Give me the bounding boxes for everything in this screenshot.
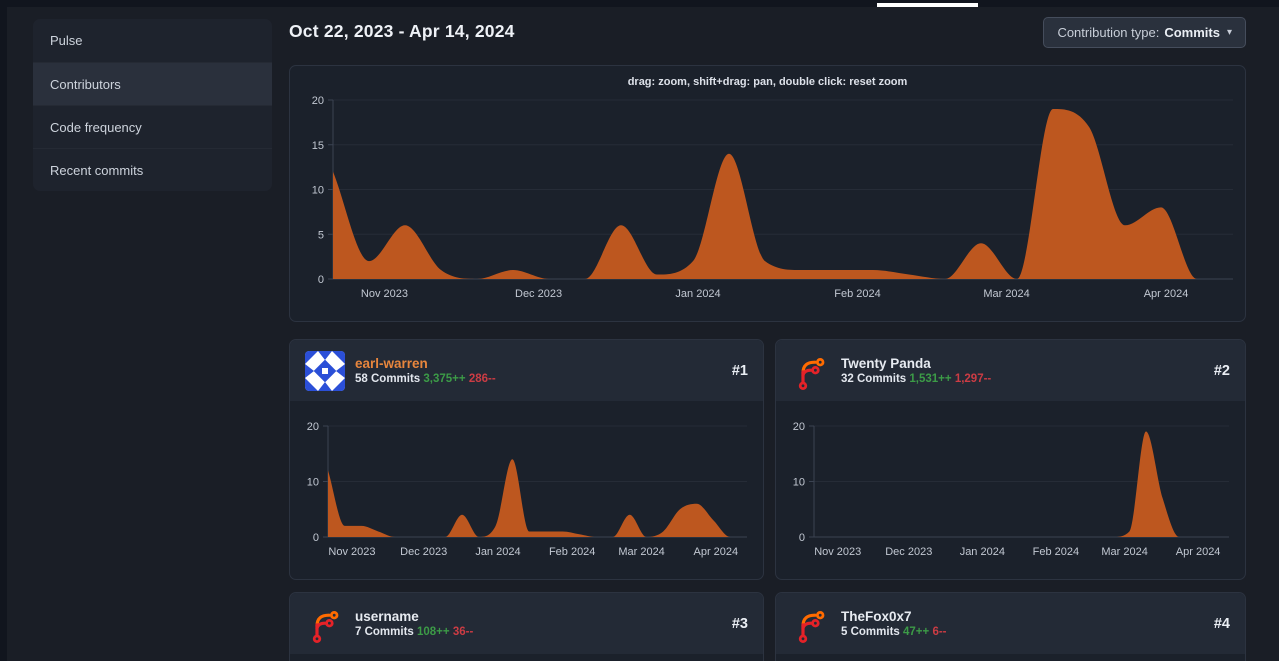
- forgejo-logo-avatar: [312, 610, 339, 643]
- contributor-1-chart-area: 20 10 0 Nov 2023 Dec 2023 Jan 2024 Feb 2024 Mar…: [290, 401, 763, 579]
- svg-text:10: 10: [793, 477, 805, 489]
- active-tab-underline: [877, 3, 978, 7]
- additions-count: 108++: [417, 625, 450, 638]
- sidebar-item-recent-commits[interactable]: Recent commits: [33, 148, 272, 191]
- contributor-card-1: earl-warren 58 Commits 3,375++ 286-- #1 …: [289, 339, 764, 580]
- svg-text:Jan 2024: Jan 2024: [675, 288, 720, 300]
- commit-count: 7 Commits: [355, 625, 414, 638]
- contributor-card-3: username 7 Commits 108++ 36-- #3: [289, 592, 764, 661]
- date-range-title: Oct 22, 2023 - Apr 14, 2024: [289, 21, 515, 41]
- contributor-name-link[interactable]: earl-warren: [355, 355, 428, 371]
- contributor-name[interactable]: Twenty Panda: [841, 355, 931, 371]
- commit-count: 32 Commits: [841, 372, 907, 385]
- deletions-count: 1,297--: [954, 372, 992, 385]
- contributor-name[interactable]: TheFox0x7: [841, 608, 912, 624]
- svg-text:Mar 2024: Mar 2024: [983, 288, 1029, 300]
- svg-text:Mar 2024: Mar 2024: [1101, 546, 1147, 558]
- commit-count: 5 Commits: [841, 625, 900, 638]
- svg-text:Feb 2024: Feb 2024: [834, 288, 880, 300]
- svg-text:Nov 2023: Nov 2023: [328, 546, 375, 558]
- contributor-card-1-header: earl-warren 58 Commits 3,375++ 286-- #1: [290, 340, 763, 401]
- svg-text:20: 20: [312, 95, 324, 107]
- contributor-3-chart-area: [290, 654, 763, 661]
- svg-text:Jan 2024: Jan 2024: [960, 546, 1005, 558]
- svg-text:Nov 2023: Nov 2023: [814, 546, 861, 558]
- svg-text:10: 10: [307, 477, 319, 489]
- contributor-2-chart: 20 10 0 Nov 2023 Dec 2023 Jan 2024 Feb 2024 Mar…: [793, 421, 1229, 558]
- contribution-type-value: Commits: [1164, 25, 1220, 40]
- svg-text:0: 0: [799, 532, 805, 544]
- svg-text:Nov 2023: Nov 2023: [361, 288, 408, 300]
- main-activity-panel: drag: zoom, shift+drag: pan, double clic…: [289, 65, 1246, 322]
- contributor-card-3-header: username 7 Commits 108++ 36-- #3: [290, 593, 763, 654]
- avatar: [305, 350, 345, 391]
- contributor-card-4-header: TheFox0x7 5 Commits 47++ 6-- #4: [776, 593, 1245, 654]
- svg-text:Jan 2024: Jan 2024: [475, 546, 520, 558]
- chart-zoom-hint: drag: zoom, shift+drag: pan, double clic…: [627, 76, 908, 88]
- sidebar-item-contributors[interactable]: Contributors: [33, 62, 272, 105]
- svg-text:10: 10: [312, 185, 324, 197]
- svg-text:15: 15: [312, 140, 324, 152]
- chevron-down-icon: ▾: [1226, 27, 1232, 38]
- contributor-4-chart-area: [776, 654, 1245, 661]
- deletions-count: 286--: [468, 372, 496, 385]
- svg-text:Feb 2024: Feb 2024: [1033, 546, 1079, 558]
- additions-count: 47++: [903, 625, 930, 638]
- contributor-card-4: TheFox0x7 5 Commits 47++ 6-- #4: [775, 592, 1246, 661]
- forgejo-logo-avatar: [798, 357, 825, 390]
- svg-text:0: 0: [313, 532, 319, 544]
- top-navbar-edge: [0, 0, 1279, 7]
- rank-badge: #2: [1213, 362, 1230, 379]
- svg-text:20: 20: [793, 421, 805, 433]
- svg-text:20: 20: [307, 421, 319, 433]
- contributor-1-chart: 20 10 0 Nov 2023 Dec 2023 Jan 2024 Feb 2024 Mar…: [307, 421, 747, 558]
- rank-badge: #1: [731, 362, 748, 379]
- svg-text:Mar 2024: Mar 2024: [618, 546, 664, 558]
- additions-count: 3,375++: [423, 372, 466, 385]
- contributor-name[interactable]: username: [355, 608, 419, 624]
- svg-text:5: 5: [318, 229, 324, 241]
- contributor-card-2-header: Twenty Panda 32 Commits 1,531++ 1,297-- …: [776, 340, 1245, 401]
- contributor-2-chart-area: 20 10 0 Nov 2023 Dec 2023 Jan 2024 Feb 2024 Mar…: [776, 401, 1245, 579]
- left-page-edge: [0, 0, 7, 661]
- contribution-type-dropdown[interactable]: Contribution type: Commits ▾: [1043, 17, 1246, 48]
- svg-text:Dec 2023: Dec 2023: [515, 288, 562, 300]
- svg-text:Dec 2023: Dec 2023: [885, 546, 932, 558]
- contribution-type-label: Contribution type:: [1057, 25, 1160, 40]
- svg-text:Apr 2024: Apr 2024: [1176, 546, 1221, 558]
- svg-text:Dec 2023: Dec 2023: [400, 546, 447, 558]
- rank-badge: #4: [1213, 615, 1230, 632]
- forgejo-logo-avatar: [798, 610, 825, 643]
- svg-text:Apr 2024: Apr 2024: [1144, 288, 1189, 300]
- svg-text:0: 0: [318, 274, 324, 286]
- svg-text:Apr 2024: Apr 2024: [693, 546, 738, 558]
- deletions-count: 6--: [932, 625, 947, 638]
- svg-text:Feb 2024: Feb 2024: [549, 546, 595, 558]
- sidebar-item-pulse[interactable]: Pulse: [50, 33, 83, 48]
- sidebar-item-code-frequency[interactable]: Code frequency: [33, 105, 272, 148]
- contributor-card-2: Twenty Panda 32 Commits 1,531++ 1,297-- …: [775, 339, 1246, 580]
- deletions-count: 36--: [452, 625, 474, 638]
- activity-sidebar: Pulse Contributors Code frequency Recent…: [33, 19, 272, 191]
- main-activity-chart[interactable]: 20 15 10 5 0 Nov 2023 Dec 2023 Jan 2024 Feb 2024…: [290, 90, 1245, 315]
- rank-badge: #3: [731, 615, 748, 632]
- additions-count: 1,531++: [909, 372, 952, 385]
- commit-count: 58 Commits: [355, 372, 421, 385]
